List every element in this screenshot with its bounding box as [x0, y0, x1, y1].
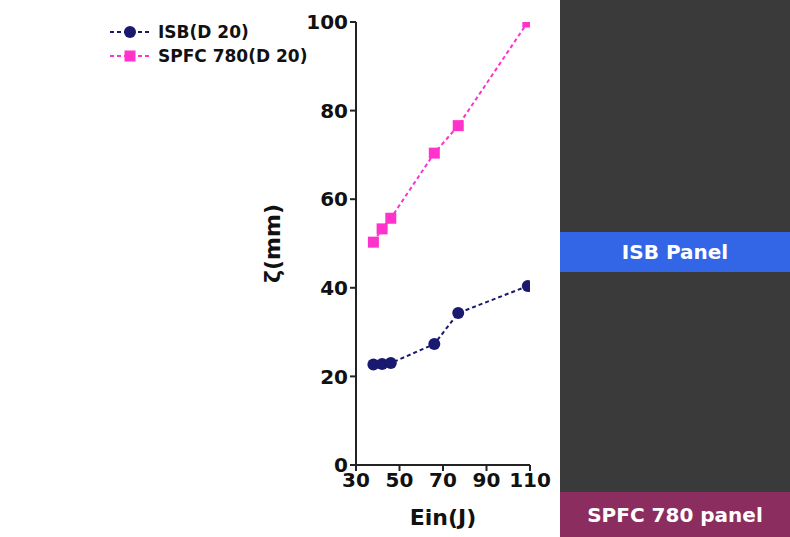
html-text:SPFC 780 panel: SPFC 780 panel	[587, 502, 763, 527]
svg-text:Ein(J): Ein(J)	[410, 505, 477, 530]
svg-text:80: 80	[320, 99, 348, 123]
svg-text:20: 20	[320, 365, 348, 389]
svg-text:0: 0	[334, 453, 348, 477]
svg-text:90: 90	[473, 468, 501, 492]
svg-text:50: 50	[386, 468, 414, 492]
html-text:ISB(D 20): ISB(D 20)	[158, 22, 249, 42]
html-text:SPFC 780(D 20): SPFC 780(D 20)	[158, 46, 308, 66]
svg-text:60: 60	[320, 187, 348, 211]
html-text:ISB Panel: ISB Panel	[621, 240, 729, 264]
svg-text:30: 30	[342, 468, 370, 493]
svg-text:ζ(mm): ζ(mm)	[260, 204, 285, 283]
svg-text:110: 110	[509, 468, 551, 492]
svg-text:70: 70	[429, 468, 457, 492]
svg-text:100: 100	[306, 10, 348, 34]
svg-text:40: 40	[320, 276, 348, 300]
